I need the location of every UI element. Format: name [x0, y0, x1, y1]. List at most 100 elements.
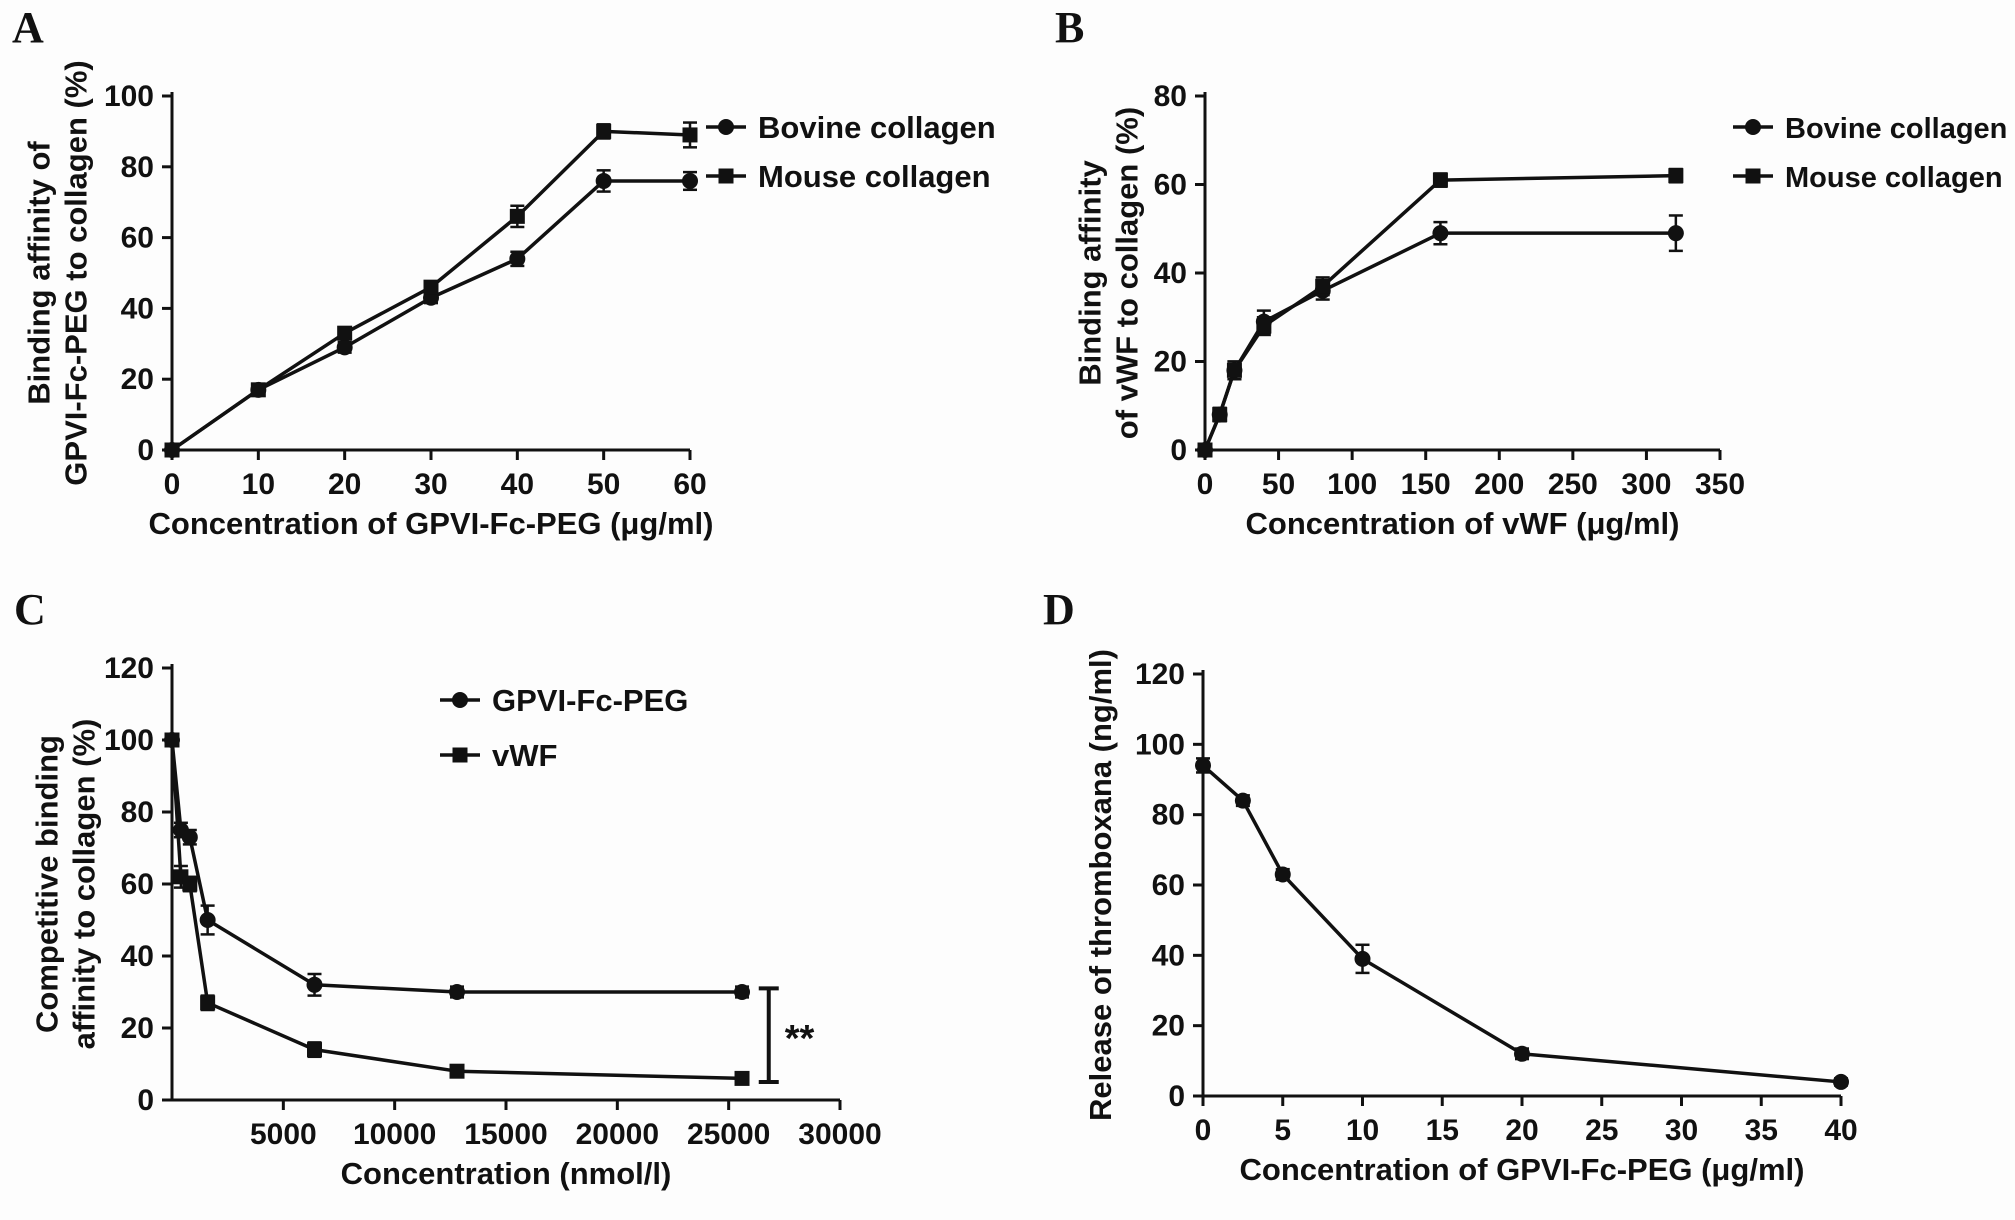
x-tick-label: 25	[1585, 1114, 1618, 1147]
circle-marker	[1274, 866, 1291, 883]
square-marker	[596, 123, 612, 139]
y-tick-label: 20	[121, 1012, 154, 1045]
y-tick-label: 0	[137, 434, 154, 467]
x-tick-label: 25000	[687, 1118, 770, 1151]
series-bovine-collagen	[1197, 214, 1684, 458]
legend-item: Mouse collagen	[706, 159, 991, 194]
y-tick-label: 100	[1135, 728, 1185, 761]
legend-item: Bovine collagen	[1733, 113, 2007, 145]
circle-marker	[452, 692, 468, 708]
axes	[1201, 670, 1841, 1098]
y-axis-label: Binding affinityof vWF to collagen (%)	[1073, 107, 1145, 439]
panel-b: B 0 50 100 150 200 250 300 350 0 20 40 60 80 Concentr…	[1005, 0, 2015, 580]
y-axis-label: Competitive bindingaffinity to collagen …	[30, 719, 102, 1050]
y-tick-label: 80	[121, 796, 154, 829]
significance-label: **	[785, 1018, 815, 1060]
x-tick-label: 350	[1695, 468, 1745, 501]
chart-c-competitive-binding: 5000 10000 15000 20000 25000 30000 0 20 40 60 80 10…	[30, 652, 882, 1191]
circle-marker	[682, 172, 698, 189]
x-tick-label: 20	[1505, 1114, 1538, 1147]
legend-item: Bovine collagen	[706, 110, 996, 145]
x-tick-label: 35	[1745, 1114, 1778, 1147]
x-axis-label: Concentration of GPVI-Fc-PEG (μg/ml)	[1240, 1152, 1805, 1187]
square-marker	[1212, 407, 1228, 423]
y-tick-label: 100	[104, 80, 154, 113]
x-tick-label: 30	[414, 468, 447, 501]
square-marker	[1226, 362, 1242, 378]
panel-c-label: C	[14, 585, 46, 634]
x-tick-label: 150	[1401, 468, 1451, 501]
y-tick-label: 60	[121, 868, 154, 901]
series-gpvi-fc-peg	[164, 732, 751, 1000]
square-marker	[250, 382, 266, 398]
square-marker	[509, 208, 525, 224]
y-tick-label: 40	[1152, 939, 1185, 972]
circle-marker	[1745, 119, 1761, 135]
circle-marker	[1514, 1045, 1530, 1062]
circle-marker	[1234, 792, 1251, 809]
panel-d-label: D	[1043, 585, 1075, 634]
y-tick-label: 80	[1152, 799, 1185, 832]
square-marker	[1745, 168, 1761, 184]
legend-label: Bovine collagen	[758, 110, 996, 145]
circle-marker	[181, 829, 198, 846]
square-marker	[164, 442, 180, 458]
x-tick-label: 50	[1262, 468, 1295, 501]
circle-marker	[1833, 1073, 1849, 1090]
series-gpvi-fc-peg	[1195, 757, 1849, 1090]
x-tick-label: 0	[1197, 468, 1214, 501]
legend-label: Bovine collagen	[1785, 113, 2007, 145]
x-tick-label: 5	[1274, 1114, 1291, 1147]
chart-d-thromboxane-release: 0 5 10 15 20 25 30 35 40 0 20 40 60 80 100 120 Concentra…	[1083, 649, 1858, 1187]
circle-marker	[595, 172, 612, 189]
y-tick-label: 60	[121, 222, 154, 255]
square-marker	[1315, 278, 1331, 294]
y-tick-label: 40	[121, 292, 154, 325]
panel-d: D 0 5 10 15 20 25 30 35 40 0 20 40 60 80 100 120 Concent…	[1005, 580, 2015, 1220]
square-marker	[307, 1042, 323, 1058]
x-tick-label: 15	[1426, 1114, 1459, 1147]
y-tick-label: 20	[121, 363, 154, 396]
x-tick-label: 20	[328, 468, 361, 501]
x-tick-label: 30000	[798, 1118, 881, 1151]
x-tick-label: 30	[1665, 1114, 1698, 1147]
square-marker	[1197, 442, 1213, 458]
y-tick-label: 40	[1154, 257, 1187, 290]
circle-marker	[509, 250, 526, 267]
square-marker	[1256, 318, 1272, 334]
x-tick-label: 20000	[576, 1118, 659, 1151]
series-bovine-collagen	[164, 169, 698, 458]
x-tick-label: 100	[1327, 468, 1377, 501]
circle-marker	[1667, 225, 1684, 242]
square-marker	[1668, 168, 1684, 184]
x-tick-label: 0	[164, 468, 181, 501]
square-marker	[164, 732, 180, 748]
x-tick-label: 10	[1346, 1114, 1379, 1147]
panel-c: C 5000 10000 15000 20000 25000 30000 0 20 40 60 80…	[0, 580, 1005, 1220]
y-axis-label: Binding affinity ofGPVI-Fc-PEG to collag…	[22, 60, 94, 485]
y-tick-label: 80	[121, 151, 154, 184]
series-line	[170, 179, 690, 452]
square-marker	[182, 876, 198, 892]
circle-marker	[199, 912, 216, 928]
x-axis-label: Concentration of GPVI-Fc-PEG (μg/ml)	[149, 506, 714, 541]
y-tick-label: 120	[104, 652, 154, 685]
square-marker	[423, 279, 439, 295]
legend-label: Mouse collagen	[1785, 162, 2003, 194]
x-tick-label: 0	[1195, 1114, 1212, 1147]
series-line	[1203, 173, 1676, 451]
panel-b-label: B	[1055, 3, 1085, 52]
panel-a: A 0 10 20 30 40 50 60 0 20 40 60 80 100 Concentration…	[0, 0, 1005, 580]
axes	[1203, 92, 1720, 452]
circle-marker	[734, 984, 751, 1000]
y-tick-label: 0	[1168, 1080, 1185, 1113]
circle-marker	[1354, 950, 1371, 967]
x-tick-label: 10	[242, 468, 275, 501]
series-line	[170, 739, 743, 1081]
legend-label: Mouse collagen	[758, 159, 991, 194]
y-tick-label: 60	[1154, 169, 1187, 202]
legend-item: GPVI-Fc-PEG	[440, 683, 688, 718]
x-tick-label: 250	[1548, 468, 1598, 501]
series-mouse-collagen	[164, 121, 698, 458]
panel-a-label: A	[12, 3, 44, 52]
